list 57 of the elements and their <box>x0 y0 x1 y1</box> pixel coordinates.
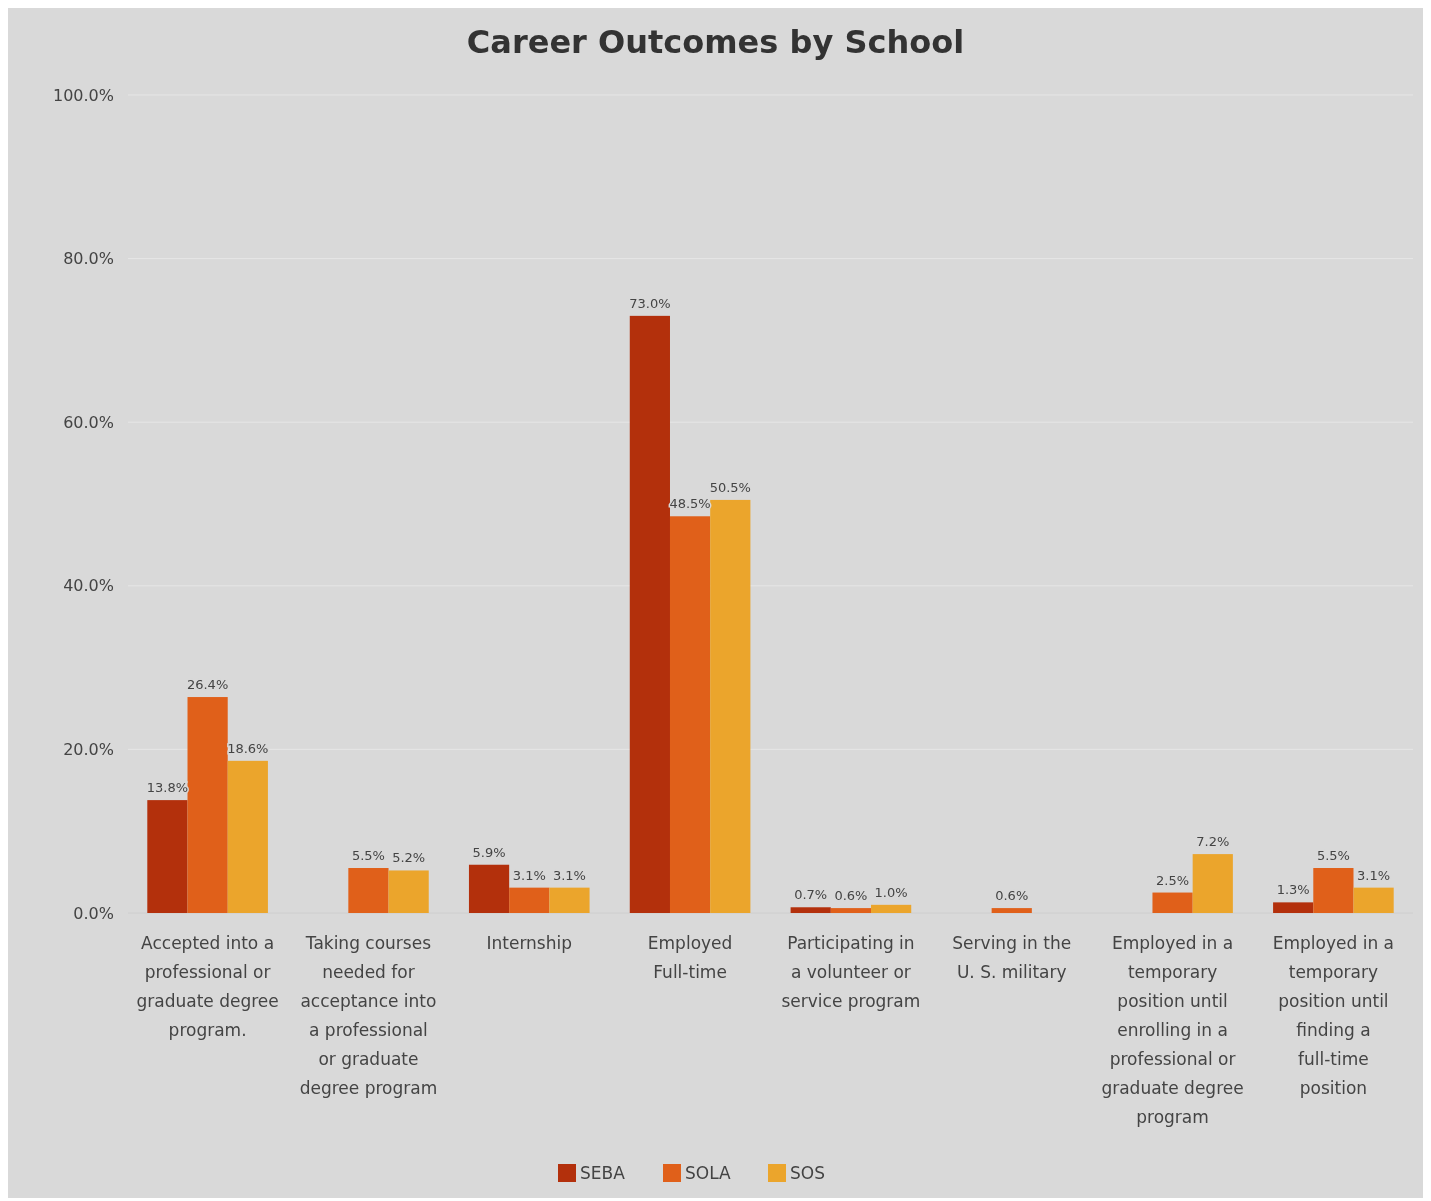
data-label: 18.6% <box>227 740 269 756</box>
data-label: 5.5% <box>1316 848 1350 864</box>
bar <box>1273 902 1314 913</box>
legend-label: SOLA <box>685 1162 732 1183</box>
data-label: 3.1% <box>512 867 546 883</box>
y-tick-label: 60.0% <box>63 412 114 432</box>
data-label: 5.2% <box>392 850 426 866</box>
x-tick-label: Employed in a temporary position until finding a full-time position <box>1272 933 1395 1098</box>
y-tick-label: 80.0% <box>63 249 114 269</box>
bar <box>710 499 751 913</box>
data-label: 3.1% <box>552 867 586 883</box>
x-tick-label: Participating in a volunteer or service program <box>781 933 921 1011</box>
bar <box>790 907 831 913</box>
bar <box>1192 854 1233 913</box>
bar <box>187 697 228 913</box>
bar <box>1313 868 1354 913</box>
x-tick-label: Serving in the U. S. military <box>952 933 1072 982</box>
bar <box>871 904 912 913</box>
data-label: 3.1% <box>1357 867 1391 883</box>
data-label: 73.0% <box>629 295 671 311</box>
bar <box>669 516 711 913</box>
x-tick-label: Employed in a temporary position until enrolling in a professional or graduate degree program <box>1101 933 1244 1127</box>
bar <box>147 800 188 913</box>
x-tick-label: Employed Full-time <box>647 933 733 982</box>
bar <box>348 868 389 913</box>
y-tick-label: 20.0% <box>63 740 114 759</box>
bar <box>991 908 1032 913</box>
x-tick-label: Internship <box>486 933 573 953</box>
y-tick-label: 0.0% <box>73 903 114 923</box>
x-tick-label: Accepted into a professional or graduate degree program. <box>136 933 279 1040</box>
bar <box>549 887 590 913</box>
data-label: 0.6% <box>995 888 1029 904</box>
bar <box>509 887 550 913</box>
bar <box>227 760 268 913</box>
data-label: 48.5% <box>669 496 711 512</box>
data-label: 5.5% <box>351 848 385 864</box>
data-label: 0.7% <box>794 887 828 903</box>
data-label: 26.4% <box>186 677 229 693</box>
legend-label: SEBA <box>580 1162 626 1183</box>
data-label: 5.9% <box>472 844 506 860</box>
data-label: 1.0% <box>874 884 908 900</box>
bar <box>830 908 872 913</box>
bar <box>1353 887 1394 913</box>
data-label: 2.5% <box>1156 872 1190 888</box>
data-label: 7.2% <box>1196 834 1230 850</box>
legend-label: SOS <box>790 1162 825 1183</box>
bar <box>388 870 429 913</box>
data-label: 50.5% <box>709 479 751 495</box>
bar <box>468 864 510 913</box>
data-label: 1.3% <box>1276 882 1310 898</box>
bar <box>629 315 670 913</box>
data-label: 0.6% <box>834 888 868 904</box>
chart-title: Career Outcomes by School <box>466 23 965 61</box>
x-tick-label: Taking courses needed for acceptance into a professional or graduate degree program <box>299 933 438 1098</box>
bar <box>1152 892 1193 913</box>
y-tick-label: 40.0% <box>63 576 114 596</box>
y-tick-label: 100.0% <box>52 85 114 105</box>
